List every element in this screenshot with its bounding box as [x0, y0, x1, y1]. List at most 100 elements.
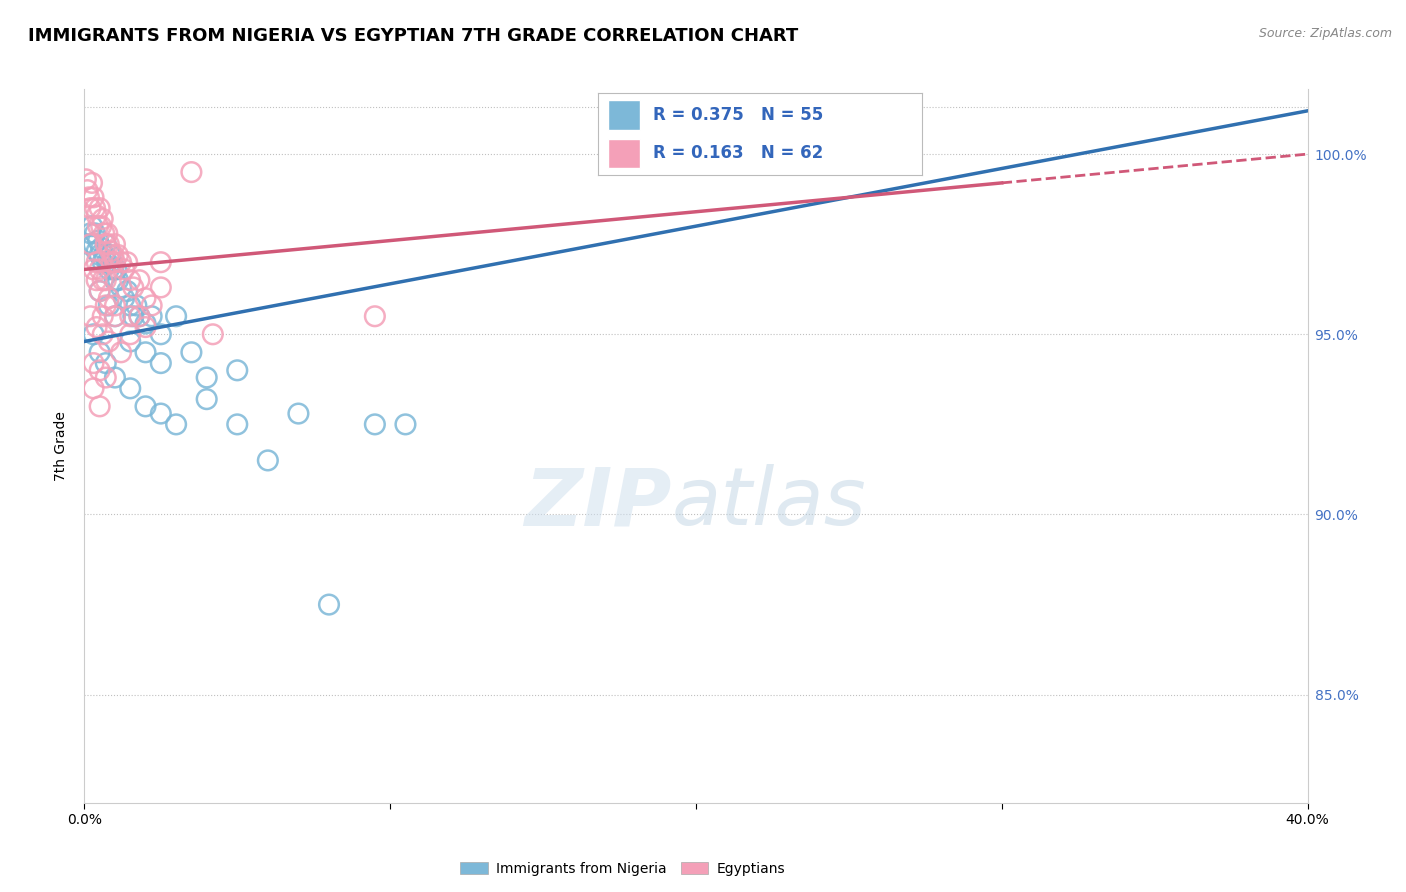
Point [120, 381, 142, 395]
Point [84, 201, 107, 215]
Point [79, 310, 101, 324]
Point [97, 291, 120, 305]
Point [93, 227, 115, 241]
Point [195, 370, 218, 384]
Point [135, 400, 157, 414]
Point [149, 407, 172, 421]
Point [115, 284, 138, 298]
Point [104, 310, 127, 324]
Point [83, 356, 105, 370]
Point [101, 255, 124, 269]
Text: Source: ZipAtlas.com: Source: ZipAtlas.com [1258, 27, 1392, 40]
Point [94, 298, 117, 312]
Point [120, 298, 142, 312]
Point [318, 598, 340, 612]
Point [83, 381, 105, 395]
Point [97, 262, 120, 277]
Point [89, 363, 111, 377]
Text: atlas: atlas [672, 464, 866, 542]
Point [104, 370, 127, 384]
Point [79, 237, 101, 252]
Point [101, 255, 124, 269]
Point [80, 219, 103, 234]
Point [257, 453, 280, 467]
Point [87, 219, 110, 234]
Point [79, 201, 101, 215]
Point [180, 165, 202, 179]
Point [141, 310, 163, 324]
Point [80, 176, 103, 190]
Point [75, 172, 97, 186]
Point [89, 201, 111, 215]
Point [226, 363, 249, 377]
Point [180, 345, 202, 359]
Point [135, 345, 157, 359]
Point [125, 298, 148, 312]
Point [87, 234, 110, 248]
Point [76, 183, 98, 197]
Point [195, 392, 218, 406]
Point [135, 291, 157, 305]
Point [110, 280, 132, 294]
Y-axis label: 7th Grade: 7th Grade [55, 411, 69, 481]
Text: ZIP: ZIP [524, 464, 672, 542]
Point [86, 320, 108, 334]
Point [135, 320, 157, 334]
Point [128, 310, 150, 324]
Point [91, 310, 114, 324]
Point [96, 255, 118, 269]
Point [120, 273, 142, 287]
Point [97, 298, 120, 312]
Point [91, 273, 114, 287]
Point [394, 417, 416, 432]
Point [165, 310, 187, 324]
Legend: Immigrants from Nigeria, Egyptians: Immigrants from Nigeria, Egyptians [454, 856, 790, 881]
Point [83, 190, 105, 204]
Text: IMMIGRANTS FROM NIGERIA VS EGYPTIAN 7TH GRADE CORRELATION CHART: IMMIGRANTS FROM NIGERIA VS EGYPTIAN 7TH … [28, 27, 799, 45]
Point [107, 248, 129, 262]
Point [128, 310, 150, 324]
Point [104, 310, 127, 324]
Point [77, 237, 100, 252]
Point [89, 262, 111, 277]
Point [104, 255, 127, 269]
Point [89, 345, 111, 359]
Point [110, 255, 132, 269]
Point [141, 298, 163, 312]
Point [128, 273, 150, 287]
Point [104, 237, 127, 252]
Point [89, 400, 111, 414]
Point [115, 255, 138, 269]
Point [112, 291, 135, 305]
Point [94, 273, 117, 287]
Point [89, 284, 111, 298]
Point [83, 262, 105, 277]
Point [94, 237, 117, 252]
Point [112, 262, 135, 277]
Point [83, 327, 105, 342]
Point [89, 248, 111, 262]
Point [97, 334, 120, 349]
Point [86, 244, 108, 259]
Point [201, 327, 224, 342]
Point [98, 248, 121, 262]
Point [93, 248, 115, 262]
Point [77, 190, 100, 204]
Point [90, 241, 112, 255]
Point [79, 227, 101, 241]
Point [89, 284, 111, 298]
Point [165, 417, 187, 432]
Point [94, 370, 117, 384]
Point [103, 248, 125, 262]
Point [83, 237, 105, 252]
Point [98, 244, 121, 259]
Point [122, 310, 145, 324]
Point [103, 262, 125, 277]
Point [91, 211, 114, 226]
Point [287, 407, 309, 421]
Point [149, 255, 172, 269]
Point [105, 262, 128, 277]
Point [86, 208, 108, 222]
Point [104, 298, 127, 312]
Point [364, 310, 387, 324]
